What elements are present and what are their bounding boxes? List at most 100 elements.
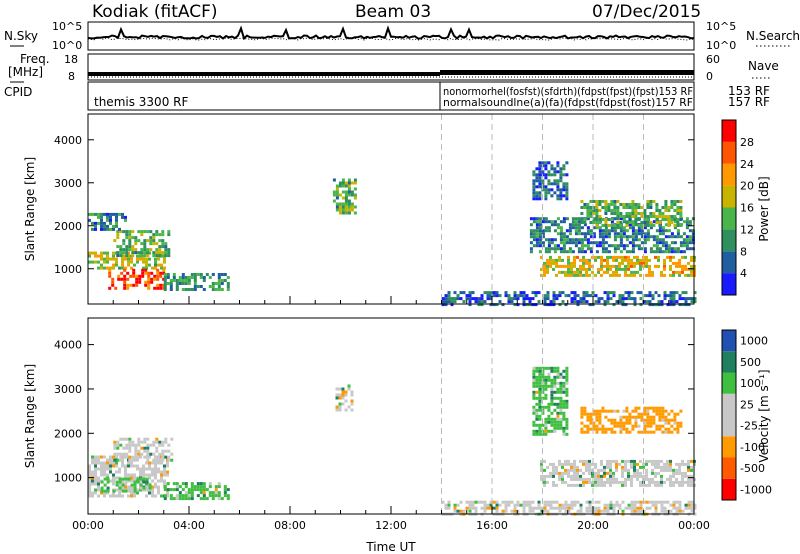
data-cell <box>140 452 144 456</box>
freq-trace-late <box>440 70 694 75</box>
data-cell <box>519 503 523 507</box>
data-cell <box>139 483 143 487</box>
data-cell <box>91 227 94 231</box>
data-cell <box>447 506 451 510</box>
data-cell <box>353 196 357 200</box>
data-cell <box>543 300 547 304</box>
data-cell <box>477 300 481 304</box>
data-cell <box>127 464 130 468</box>
data-cell <box>606 480 609 484</box>
data-cell <box>582 462 585 466</box>
data-cell <box>344 190 348 194</box>
data-cell <box>594 506 598 510</box>
data-cell <box>658 418 662 422</box>
data-cell <box>559 381 563 385</box>
data-cell <box>552 465 555 469</box>
data-cell <box>100 489 104 493</box>
data-cell <box>556 188 560 192</box>
data-cell <box>567 506 571 510</box>
data-cell <box>669 264 672 268</box>
data-cell <box>453 297 457 301</box>
data-cell <box>565 393 569 397</box>
data-cell <box>498 300 502 304</box>
data-cell <box>537 300 541 304</box>
data-cell <box>595 415 599 419</box>
data-cell <box>673 415 677 419</box>
data-cell <box>652 418 656 422</box>
data-cell <box>350 393 354 397</box>
data-cell <box>145 488 148 492</box>
data-cell <box>606 459 609 463</box>
data-cell <box>532 220 536 224</box>
data-cell <box>585 509 589 513</box>
data-cell <box>688 220 692 224</box>
x-tick-label: 20:00 <box>577 519 609 532</box>
data-cell <box>553 170 557 174</box>
data-cell <box>624 477 627 481</box>
data-cell <box>121 266 124 270</box>
data-cell <box>591 303 595 307</box>
data-cell <box>645 474 648 478</box>
data-cell <box>603 474 606 478</box>
data-cell <box>633 261 636 265</box>
data-cell <box>627 291 631 295</box>
data-cell <box>127 494 130 498</box>
data-cell <box>681 291 685 295</box>
data-cell <box>669 459 672 463</box>
data-cell <box>341 202 345 206</box>
data-cell <box>622 427 626 431</box>
data-cell <box>672 294 676 298</box>
data-cell <box>127 263 130 267</box>
data-cell <box>627 267 630 271</box>
data-cell <box>103 470 106 474</box>
data-cell <box>631 241 635 245</box>
data-cell <box>687 465 690 469</box>
data-cell <box>660 273 663 277</box>
data-cell <box>139 477 143 481</box>
data-cell <box>646 406 650 410</box>
data-cell <box>125 230 129 234</box>
data-cell <box>675 264 678 268</box>
data-cell <box>163 260 166 264</box>
data-cell <box>640 206 644 209</box>
data-cell <box>606 465 609 469</box>
data-cell <box>550 241 554 245</box>
data-cell <box>223 273 227 276</box>
data-cell <box>187 276 191 279</box>
data-cell <box>553 369 557 373</box>
data-cell <box>535 217 539 221</box>
data-cell <box>532 429 536 433</box>
data-cell <box>538 408 542 412</box>
data-cell <box>124 489 128 493</box>
data-cell <box>151 266 154 270</box>
data-cell <box>687 468 690 472</box>
data-cell <box>603 270 606 274</box>
data-cell <box>444 303 448 307</box>
data-cell <box>574 238 578 242</box>
data-cell <box>549 258 552 262</box>
data-cell <box>669 294 673 298</box>
data-cell <box>589 421 593 425</box>
data-cell <box>666 462 669 466</box>
data-cell <box>559 241 563 245</box>
data-cell <box>625 224 629 227</box>
data-cell <box>580 421 584 425</box>
data-cell <box>639 480 642 484</box>
data-cell <box>350 190 354 194</box>
data-cell <box>648 300 652 304</box>
data-cell <box>649 221 653 224</box>
data-cell <box>673 247 677 251</box>
data-cell <box>583 218 587 221</box>
data-cell <box>690 480 693 484</box>
data-cell <box>550 429 554 433</box>
data-cell <box>532 182 536 186</box>
data-cell <box>627 294 631 298</box>
data-cell <box>628 418 632 422</box>
data-cell <box>687 462 690 466</box>
data-cell <box>547 384 551 388</box>
data-cell <box>642 465 645 469</box>
data-cell <box>636 500 640 504</box>
data-cell <box>187 282 191 285</box>
data-cell <box>541 384 545 388</box>
data-cell <box>613 206 617 209</box>
